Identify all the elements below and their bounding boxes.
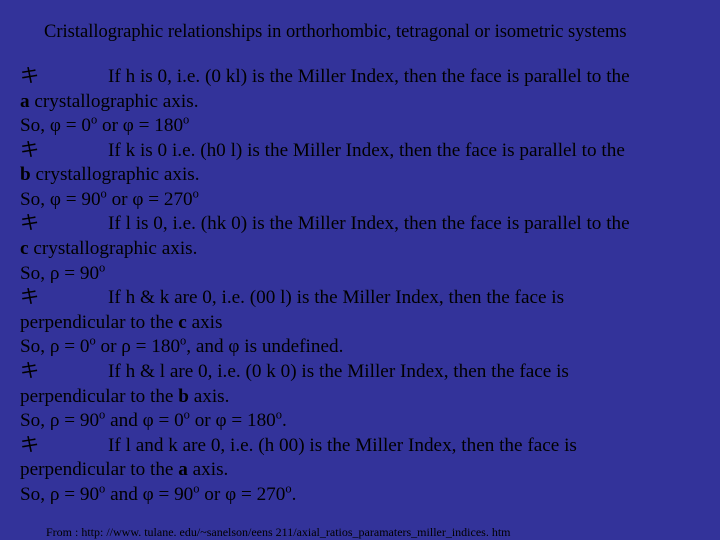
res-a: So, ρ = 90 — [20, 410, 99, 431]
rule-cont: b crystallographic axis. — [20, 163, 700, 188]
bullet-glyph: キ — [20, 286, 108, 311]
rule-bullet-line: キIf k is 0 i.e. (h0 l) is the Miller Ind… — [20, 139, 700, 164]
rule-text: If h is 0, i.e. (0 kl) is the Miller Ind… — [108, 66, 630, 87]
perp-text: perpendicular to the — [20, 312, 178, 333]
axis-label: c — [20, 238, 29, 259]
rule-text: If k is 0 i.e. (h0 l) is the Miller Inde… — [108, 140, 625, 161]
res-suffix: , and φ is undefined. — [186, 336, 343, 357]
res-b: and φ = 0 — [105, 410, 183, 431]
rule-cont: perpendicular to the b axis. — [20, 385, 700, 410]
res-b: or ρ = 180 — [96, 336, 180, 357]
slide-body: キIf h is 0, i.e. (0 kl) is the Miller In… — [20, 65, 700, 507]
rule-cont: a crystallographic axis. — [20, 90, 700, 115]
res-b: or φ = 270 — [107, 189, 193, 210]
rule-cont-text: crystallographic axis. — [30, 91, 199, 112]
rule-text: If l and k are 0, i.e. (h 00) is the Mil… — [108, 435, 577, 456]
source-citation: From : http: //www. tulane. edu/~sanelso… — [46, 525, 700, 540]
axis-label: a — [178, 459, 188, 480]
res-b: or φ = 180 — [97, 115, 183, 136]
res-suffix: . — [282, 410, 287, 431]
rule-result: So, ρ = 90o — [20, 262, 700, 287]
rule-cont: c crystallographic axis. — [20, 237, 700, 262]
sup: o — [99, 260, 105, 274]
res-a: So, ρ = 90 — [20, 263, 99, 284]
rule-result: So, ρ = 0o or ρ = 180o, and φ is undefin… — [20, 335, 700, 360]
rule-cont: perpendicular to the a axis. — [20, 458, 700, 483]
res-a: So, φ = 0 — [20, 115, 91, 136]
bullet-glyph: キ — [20, 139, 108, 164]
res-a: So, φ = 90 — [20, 189, 101, 210]
bullet-glyph: キ — [20, 65, 108, 90]
res-c: or φ = 180 — [190, 410, 276, 431]
bullet-glyph: キ — [20, 434, 108, 459]
rule-result: So, ρ = 90o and φ = 0o or φ = 180o. — [20, 409, 700, 434]
res-c: or φ = 270 — [200, 484, 286, 505]
res-suffix: . — [292, 484, 297, 505]
bullet-glyph: キ — [20, 360, 108, 385]
axis-suffix: axis. — [189, 386, 230, 407]
rule-bullet-line: キIf h & k are 0, i.e. (00 l) is the Mill… — [20, 286, 700, 311]
axis-label: b — [178, 386, 189, 407]
res-a: So, ρ = 0 — [20, 336, 89, 357]
rule-result: So, ρ = 90o and φ = 90o or φ = 270o. — [20, 483, 700, 508]
axis-suffix: axis — [187, 312, 223, 333]
rule-result: So, φ = 0o or φ = 180o — [20, 114, 700, 139]
perp-text: perpendicular to the — [20, 459, 178, 480]
axis-label: a — [20, 91, 30, 112]
rule-text: If h & l are 0, i.e. (0 k 0) is the Mill… — [108, 361, 569, 382]
rule-text: If h & k are 0, i.e. (00 l) is the Mille… — [108, 287, 564, 308]
sup: o — [183, 113, 189, 127]
axis-label: c — [178, 312, 187, 333]
sup: o — [193, 187, 199, 201]
res-a: So, ρ = 90 — [20, 484, 99, 505]
rule-cont-text: crystallographic axis. — [31, 164, 200, 185]
perp-text: perpendicular to the — [20, 386, 178, 407]
bullet-glyph: キ — [20, 212, 108, 237]
rule-text: If l is 0, i.e. (hk 0) is the Miller Ind… — [108, 213, 630, 234]
rule-bullet-line: キIf l and k are 0, i.e. (h 00) is the Mi… — [20, 434, 700, 459]
rule-cont: perpendicular to the c axis — [20, 311, 700, 336]
axis-suffix: axis. — [188, 459, 229, 480]
rule-bullet-line: キIf h is 0, i.e. (0 kl) is the Miller In… — [20, 65, 700, 90]
rule-bullet-line: キIf l is 0, i.e. (hk 0) is the Miller In… — [20, 212, 700, 237]
rule-cont-text: crystallographic axis. — [29, 238, 198, 259]
rule-result: So, φ = 90o or φ = 270o — [20, 188, 700, 213]
axis-label: b — [20, 164, 31, 185]
slide-title: Cristallographic relationships in orthor… — [44, 22, 700, 43]
res-b: and φ = 90 — [105, 484, 193, 505]
rule-bullet-line: キIf h & l are 0, i.e. (0 k 0) is the Mil… — [20, 360, 700, 385]
